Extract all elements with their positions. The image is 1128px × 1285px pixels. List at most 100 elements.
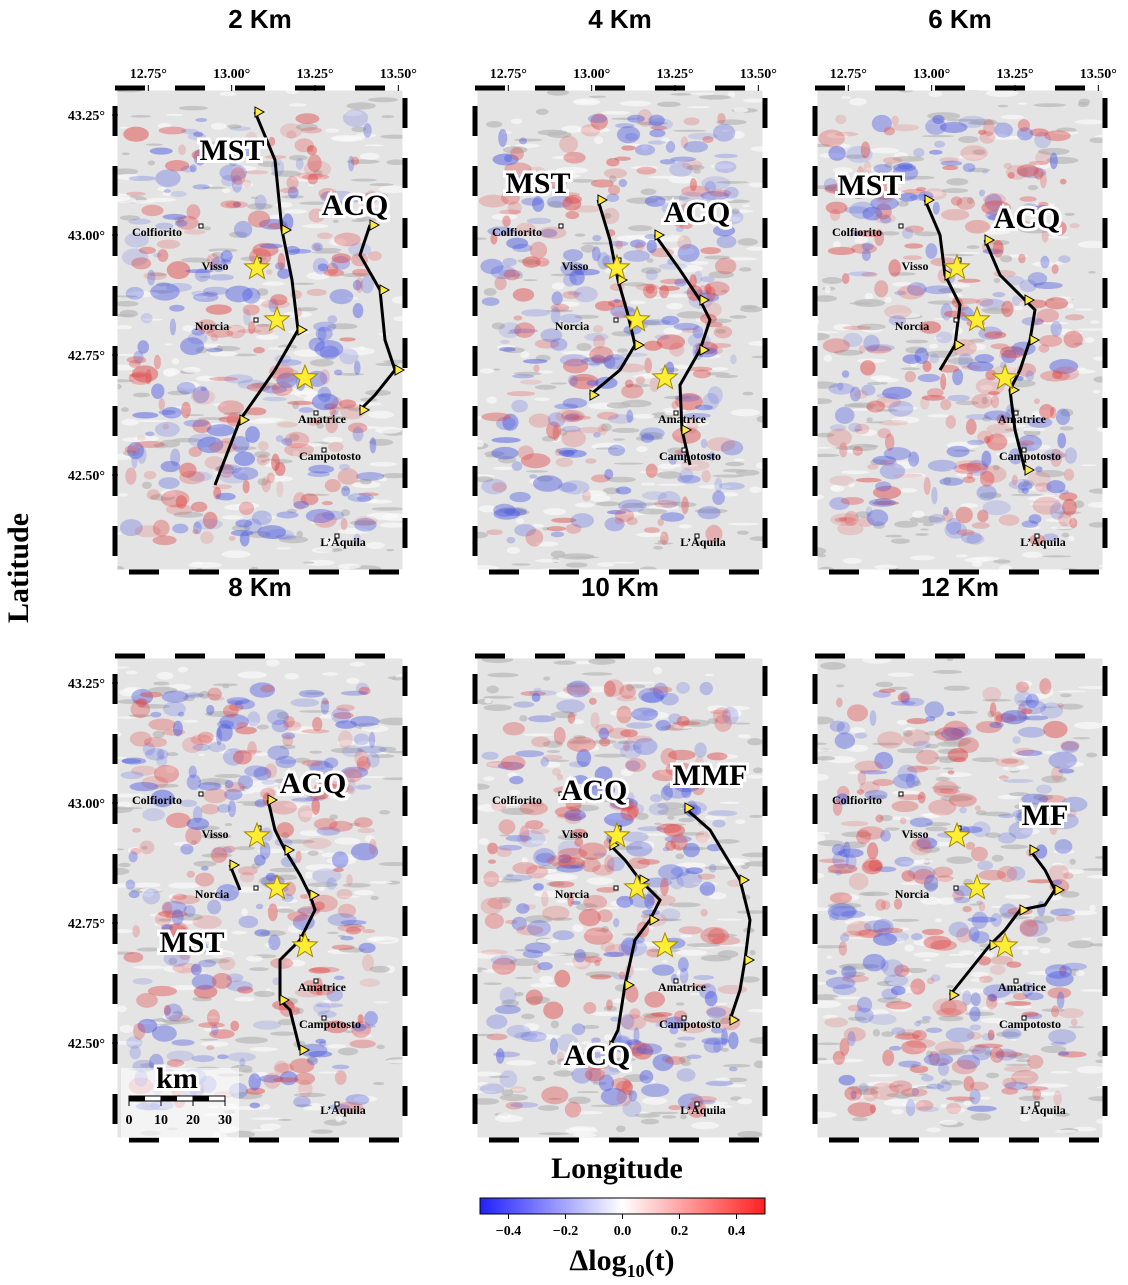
anomaly: [979, 976, 993, 983]
relief: [620, 101, 652, 107]
anomaly: [506, 835, 532, 842]
anomaly: [349, 1040, 375, 1049]
relief: [1068, 1026, 1084, 1028]
relief: [117, 1005, 127, 1012]
fault-label: ACQ: [561, 774, 628, 807]
anomaly: [881, 900, 890, 910]
relief: [1075, 119, 1105, 124]
relief: [591, 1105, 622, 1107]
anomaly: [510, 1102, 538, 1108]
relief: [535, 559, 560, 562]
anomaly: [565, 1102, 581, 1118]
anomaly: [267, 745, 289, 760]
relief: [633, 414, 654, 419]
fault-label: ACQ: [280, 767, 347, 800]
anomaly: [528, 715, 556, 722]
relief: [749, 950, 755, 956]
anomaly: [190, 164, 197, 172]
anomaly: [655, 334, 669, 339]
relief: [671, 93, 692, 96]
anomaly: [486, 761, 514, 768]
scale-bar-unit: km: [156, 1062, 198, 1095]
lon-tick-label: 13.00°: [913, 67, 950, 82]
anomaly: [147, 489, 160, 500]
anomaly: [296, 158, 304, 170]
anomaly: [979, 189, 985, 196]
relief: [687, 106, 711, 108]
anomaly: [141, 205, 163, 216]
anomaly: [898, 285, 925, 299]
anomaly: [188, 332, 208, 344]
anomaly: [308, 174, 319, 185]
anomaly: [995, 1051, 1023, 1057]
anomaly: [1052, 264, 1059, 274]
relief: [616, 1125, 625, 1132]
anomaly: [966, 414, 990, 420]
relief: [119, 493, 128, 496]
relief: [253, 991, 275, 997]
anomaly: [930, 940, 957, 951]
anomaly: [203, 291, 217, 297]
relief: [735, 819, 745, 824]
relief: [498, 1113, 511, 1119]
colorbar-label-tail: (t): [645, 1244, 675, 1277]
anomaly: [277, 422, 298, 428]
relief: [657, 471, 682, 479]
relief: [246, 956, 263, 962]
relief: [120, 310, 138, 318]
relief: [738, 734, 751, 738]
anomaly: [593, 335, 605, 349]
anomaly: [931, 487, 937, 504]
relief: [653, 546, 663, 550]
anomaly: [633, 1027, 639, 1043]
relief: [957, 252, 980, 254]
anomaly: [360, 276, 374, 293]
town-marker: [254, 318, 258, 322]
anomaly: [122, 759, 142, 764]
relief: [1064, 213, 1074, 216]
anomaly: [840, 1038, 850, 1056]
anomaly: [128, 219, 151, 225]
anomaly: [590, 974, 611, 979]
anomaly: [626, 409, 633, 422]
town-marker: [899, 792, 903, 796]
relief: [1076, 1066, 1105, 1074]
relief: [849, 98, 867, 106]
anomaly: [194, 519, 223, 530]
relief: [743, 98, 766, 102]
anomaly: [911, 933, 923, 940]
relief: [629, 301, 646, 305]
relief: [1039, 948, 1050, 954]
map-background: [463, 88, 781, 576]
anomaly: [530, 242, 547, 259]
relief: [338, 1048, 358, 1056]
relief: [270, 1032, 297, 1036]
anomaly: [1034, 168, 1044, 180]
anomaly: [354, 361, 361, 375]
anomaly: [264, 1073, 281, 1089]
anomaly: [877, 731, 903, 748]
relief: [641, 189, 657, 196]
relief: [921, 135, 954, 137]
relief: [676, 1002, 685, 1005]
anomaly: [966, 419, 977, 435]
relief: [276, 547, 291, 549]
anomaly: [940, 373, 946, 390]
anomaly: [614, 157, 631, 161]
anomaly: [239, 916, 259, 928]
anomaly: [644, 358, 652, 374]
anomaly: [837, 382, 843, 390]
anomaly: [207, 688, 222, 701]
anomaly: [1064, 331, 1083, 348]
anomaly: [499, 347, 516, 352]
anomaly: [946, 415, 956, 429]
anomaly: [729, 1067, 738, 1071]
anomaly: [155, 169, 180, 187]
relief: [854, 299, 885, 307]
anomaly: [946, 1103, 961, 1114]
anomaly: [701, 439, 708, 448]
relief: [945, 963, 972, 968]
anomaly: [158, 398, 164, 410]
anomaly: [963, 1076, 974, 1091]
anomaly: [837, 721, 850, 734]
